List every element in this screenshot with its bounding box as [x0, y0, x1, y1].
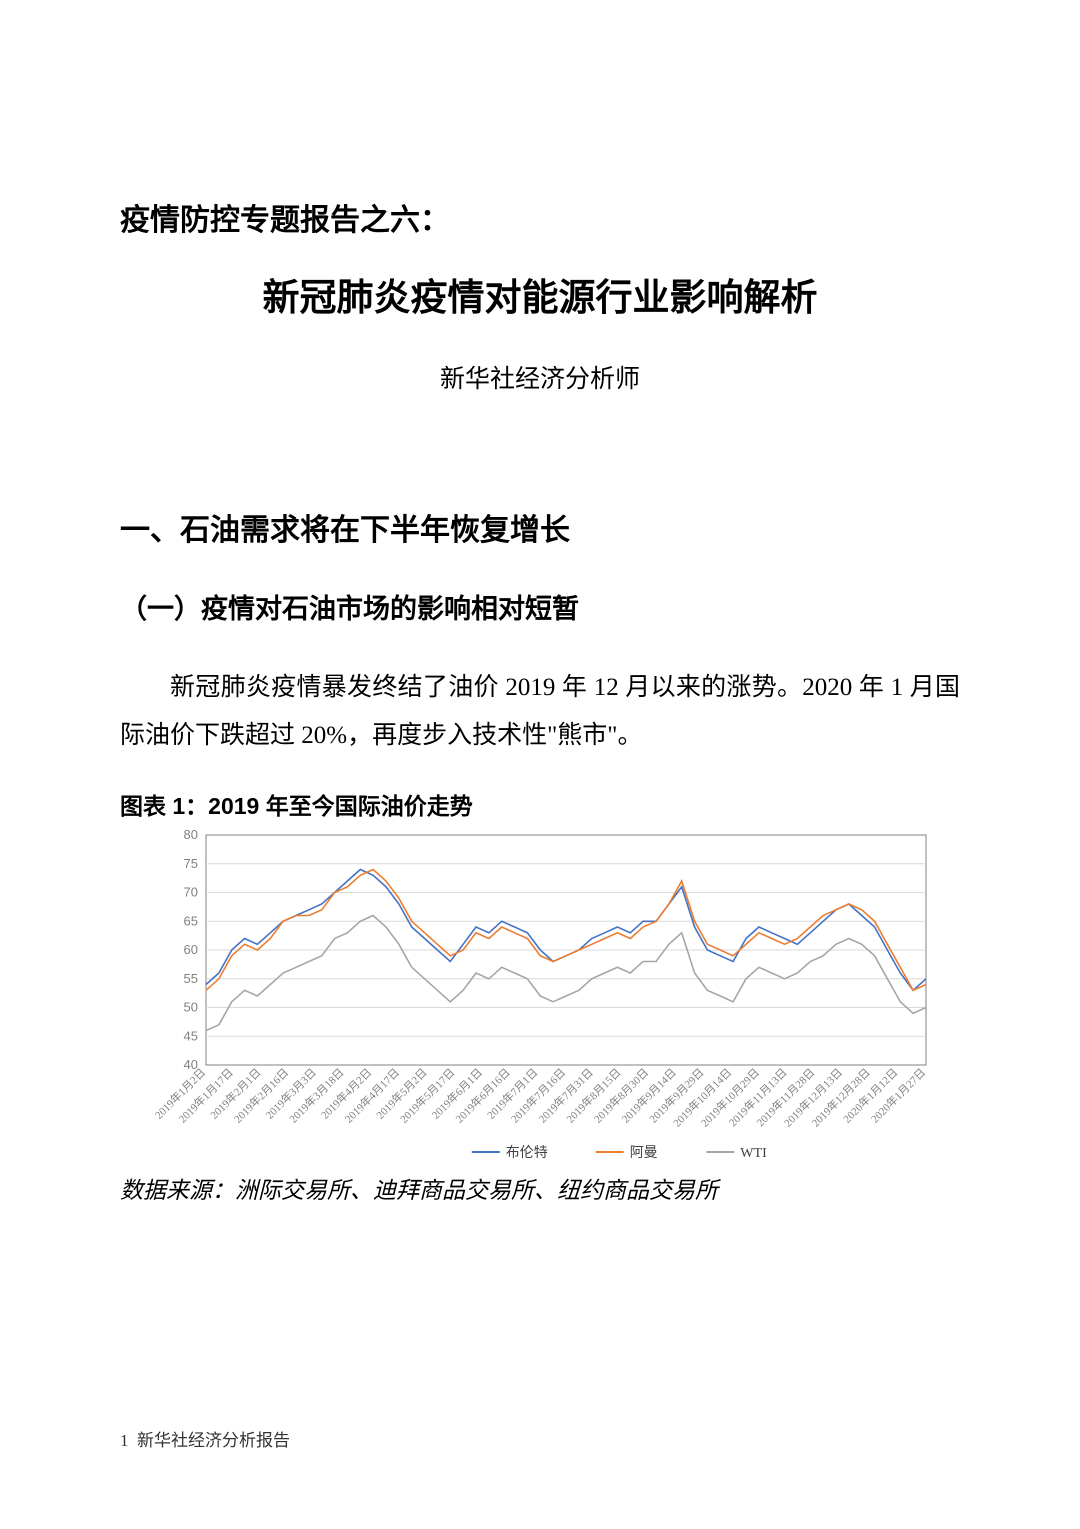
chart-source: 数据来源：洲际交易所、迪拜商品交易所、纽约商品交易所	[120, 1171, 960, 1205]
page-footer: 1 新华社经济分析报告	[120, 1426, 290, 1451]
report-supertitle: 疫情防控专题报告之六：	[120, 195, 960, 239]
svg-text:WTI: WTI	[740, 1146, 767, 1161]
svg-text:55: 55	[184, 971, 198, 986]
section-subheading-1-1: （一）疫情对石油市场的影响相对短暂	[120, 587, 960, 626]
oil-price-line-chart: 4045505560657075802019年1月2日2019年1月17日201…	[150, 827, 940, 1167]
svg-text:65: 65	[184, 913, 198, 928]
page-number: 1	[120, 1431, 129, 1450]
svg-text:布伦特: 布伦特	[506, 1145, 548, 1161]
report-title: 新冠肺炎疫情对能源行业影响解析	[120, 267, 960, 321]
page-container: 疫情防控专题报告之六： 新冠肺炎疫情对能源行业影响解析 新华社经济分析师 一、石…	[0, 0, 1080, 1265]
svg-text:阿曼: 阿曼	[630, 1145, 658, 1161]
chart-container: 4045505560657075802019年1月2日2019年1月17日201…	[150, 827, 940, 1167]
svg-text:60: 60	[184, 942, 198, 957]
svg-text:80: 80	[184, 827, 198, 842]
chart-title: 图表 1：2019 年至今国际油价走势	[120, 787, 960, 821]
report-author: 新华社经济分析师	[120, 359, 960, 395]
svg-text:75: 75	[184, 856, 198, 871]
section-heading-1: 一、石油需求将在下半年恢复增长	[120, 505, 960, 549]
svg-text:45: 45	[184, 1028, 198, 1043]
paragraph-1: 新冠肺炎疫情暴发终结了油价 2019 年 12 月以来的涨势。2020 年 1 …	[120, 664, 960, 759]
svg-text:70: 70	[184, 885, 198, 900]
footer-text: 新华社经济分析报告	[137, 1431, 290, 1450]
svg-text:50: 50	[184, 1000, 198, 1015]
